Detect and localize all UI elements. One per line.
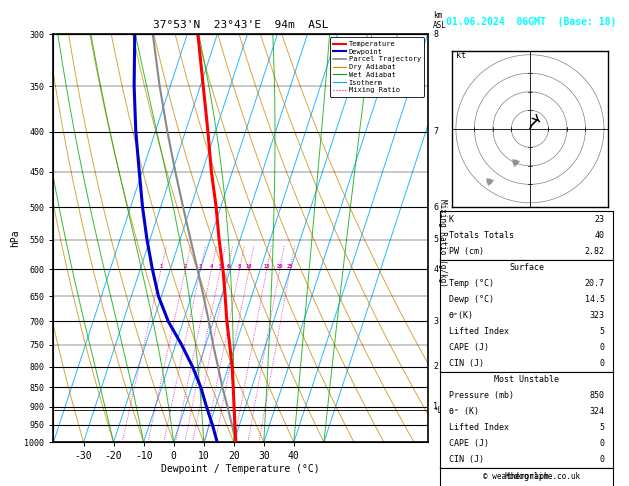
Text: ¹LCL: ¹LCL: [433, 406, 452, 415]
Text: 5: 5: [433, 235, 438, 244]
Text: Temp (°C): Temp (°C): [449, 279, 494, 288]
Text: θᵉ(K): θᵉ(K): [449, 311, 474, 320]
Text: 8: 8: [433, 30, 438, 38]
Text: 0: 0: [599, 343, 604, 352]
Text: Most Unstable: Most Unstable: [494, 375, 559, 384]
X-axis label: Dewpoint / Temperature (°C): Dewpoint / Temperature (°C): [161, 464, 320, 474]
Text: © weatheronline.co.uk: © weatheronline.co.uk: [483, 472, 580, 481]
Text: 20.7: 20.7: [584, 279, 604, 288]
Legend: Temperature, Dewpoint, Parcel Trajectory, Dry Adiabat, Wet Adiabat, Isotherm, Mi: Temperature, Dewpoint, Parcel Trajectory…: [330, 37, 424, 97]
Text: Lifted Index: Lifted Index: [449, 327, 509, 336]
Text: 2: 2: [433, 362, 438, 371]
Text: 14.5: 14.5: [584, 295, 604, 304]
Text: 8: 8: [238, 264, 242, 269]
Text: 0: 0: [599, 455, 604, 465]
Text: 01.06.2024  06GMT  (Base: 18): 01.06.2024 06GMT (Base: 18): [447, 17, 616, 27]
Text: PW (cm): PW (cm): [449, 247, 484, 256]
Text: 3: 3: [199, 264, 202, 269]
Text: km
ASL: km ASL: [433, 11, 447, 30]
Text: 3: 3: [433, 317, 438, 326]
Text: CIN (J): CIN (J): [449, 455, 484, 465]
Text: 10: 10: [246, 264, 252, 269]
Y-axis label: hPa: hPa: [10, 229, 20, 247]
Text: 5: 5: [599, 423, 604, 433]
Text: Totals Totals: Totals Totals: [449, 231, 514, 240]
Text: Surface: Surface: [509, 263, 544, 272]
Text: 1: 1: [160, 264, 163, 269]
Text: 4: 4: [433, 264, 438, 274]
Text: 40: 40: [594, 231, 604, 240]
Text: K: K: [449, 215, 454, 224]
Text: Dewp (°C): Dewp (°C): [449, 295, 494, 304]
Text: CAPE (J): CAPE (J): [449, 343, 489, 352]
Text: 5: 5: [219, 264, 222, 269]
Text: 2: 2: [184, 264, 187, 269]
Text: 25: 25: [287, 264, 293, 269]
Text: Lifted Index: Lifted Index: [449, 423, 509, 433]
Text: CIN (J): CIN (J): [449, 359, 484, 368]
Text: kt: kt: [456, 52, 466, 60]
Text: 0: 0: [599, 359, 604, 368]
Text: 850: 850: [589, 391, 604, 400]
Text: 4: 4: [210, 264, 213, 269]
Text: 324: 324: [589, 407, 604, 417]
Text: 2.82: 2.82: [584, 247, 604, 256]
Text: 6: 6: [226, 264, 230, 269]
Text: 15: 15: [264, 264, 270, 269]
Text: 5: 5: [599, 327, 604, 336]
Title: 37°53'N  23°43'E  94m  ASL: 37°53'N 23°43'E 94m ASL: [153, 20, 328, 31]
Text: 0: 0: [599, 439, 604, 449]
Text: 23: 23: [594, 215, 604, 224]
Text: CAPE (J): CAPE (J): [449, 439, 489, 449]
Text: Pressure (mb): Pressure (mb): [449, 391, 514, 400]
Text: 1: 1: [433, 402, 438, 411]
Text: θᵉ (K): θᵉ (K): [449, 407, 479, 417]
Text: 7: 7: [433, 127, 438, 136]
Text: 323: 323: [589, 311, 604, 320]
Text: Mixing Ratio (g/kg): Mixing Ratio (g/kg): [438, 199, 447, 287]
Text: Hodograph: Hodograph: [504, 471, 549, 481]
Text: 6: 6: [433, 203, 438, 212]
Text: 20: 20: [277, 264, 283, 269]
